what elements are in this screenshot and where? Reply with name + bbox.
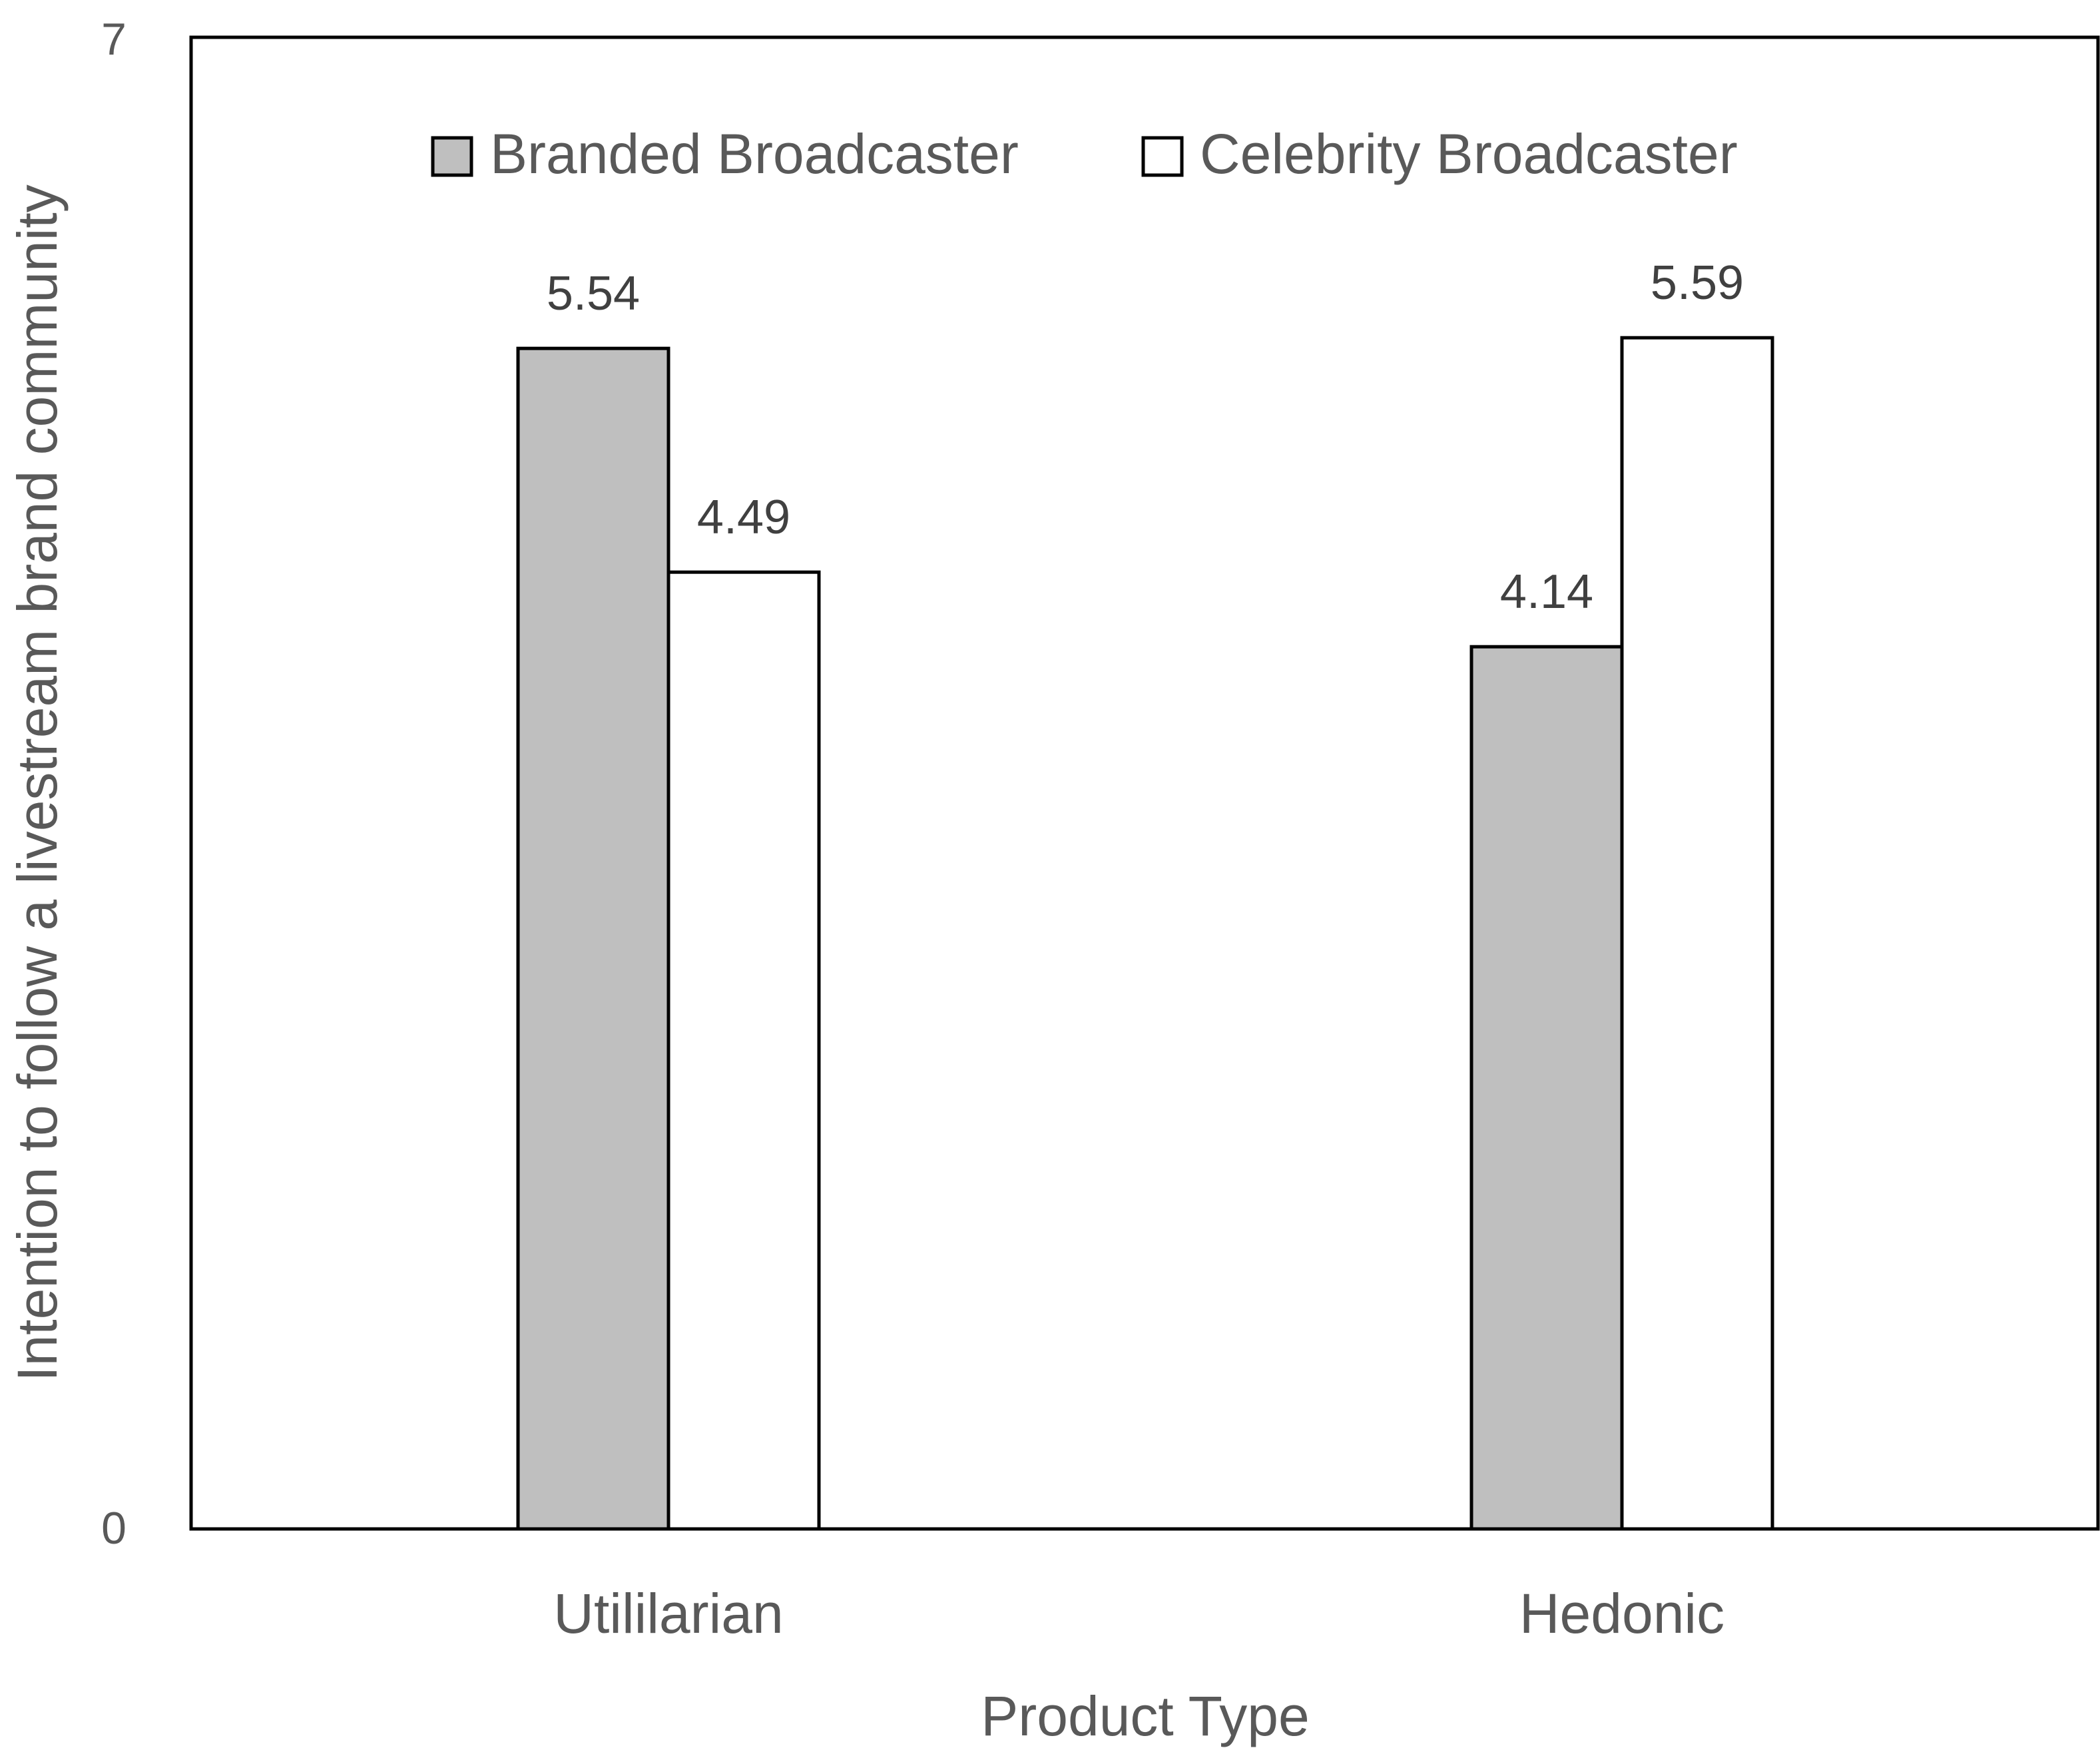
legend-label-celebrity-broadcaster: Celebrity Broadcaster [1200, 123, 1738, 185]
bar-branded-broadcaster-utililarian [516, 346, 670, 1531]
legend: Branded Broadcaster Celebrity Broadcaste… [431, 123, 1738, 185]
data-label-branded-broadcaster-utililarian: 5.54 [547, 267, 640, 320]
x-category-label-hedonic: Hedonic [1519, 1582, 1724, 1645]
data-labels-group: 5.54 4.49 4.14 5.59 [547, 256, 1744, 619]
plot-area-border [189, 35, 2100, 1531]
y-tick-label-min: 0 [101, 1503, 127, 1554]
y-axis-title: Intention to follow a livestream brand c… [6, 184, 69, 1382]
plot-area [189, 35, 2100, 1531]
bars-group [516, 336, 1774, 1531]
legend-label-branded-broadcaster: Branded Broadcaster [490, 123, 1019, 185]
bar-celebrity-broadcaster-hedonic [1620, 336, 1774, 1531]
data-label-branded-broadcaster-hedonic: 4.14 [1500, 565, 1593, 619]
legend-swatch-celebrity-broadcaster [1141, 136, 1184, 177]
data-label-celebrity-broadcaster-hedonic: 5.59 [1651, 256, 1744, 310]
x-axis-title: Product Type [981, 1685, 1309, 1747]
legend-swatch-branded-broadcaster [431, 136, 473, 177]
y-tick-label-max: 7 [101, 14, 127, 65]
bar-branded-broadcaster-hedonic [1469, 645, 1624, 1531]
x-category-label-utililarian: Utililarian [553, 1582, 783, 1645]
data-label-celebrity-broadcaster-utililarian: 4.49 [697, 491, 790, 544]
bar-celebrity-broadcaster-utililarian [666, 570, 821, 1531]
